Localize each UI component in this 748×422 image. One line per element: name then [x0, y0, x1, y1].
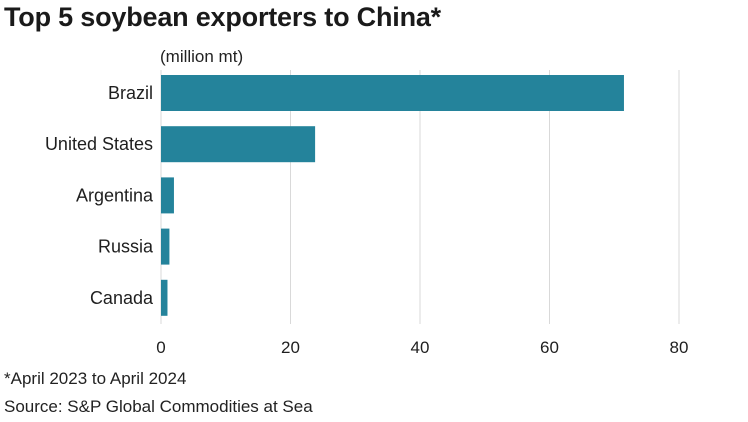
bar — [161, 279, 168, 316]
chart-title: Top 5 soybean exporters to China* — [4, 2, 441, 32]
footnote: *April 2023 to April 2024 — [4, 369, 187, 388]
x-tick-labels: 0 20 40 60 80 — [156, 338, 688, 357]
category-label: Brazil — [108, 83, 153, 103]
unit-label: (million mt) — [160, 47, 244, 66]
source-note: Source: S&P Global Commodities at Sea — [4, 397, 313, 416]
bar — [161, 75, 624, 111]
x-tick-label: 20 — [281, 338, 300, 357]
bar — [161, 126, 316, 163]
bar — [161, 177, 174, 214]
bar — [161, 228, 170, 265]
bars — [161, 75, 624, 316]
x-tick-label: 80 — [670, 338, 689, 357]
bar-chart: Brazil United States Argentina Russia Canada… — [45, 70, 688, 357]
category-label: United States — [45, 134, 153, 154]
x-tick-label: 60 — [540, 338, 559, 357]
category-label: Canada — [90, 288, 154, 308]
x-tick-label: 40 — [411, 338, 430, 357]
category-labels: Brazil United States Argentina Russia Canada — [45, 83, 154, 308]
category-label: Argentina — [76, 185, 154, 205]
category-label: Russia — [98, 237, 154, 257]
x-tick-label: 0 — [156, 338, 165, 357]
